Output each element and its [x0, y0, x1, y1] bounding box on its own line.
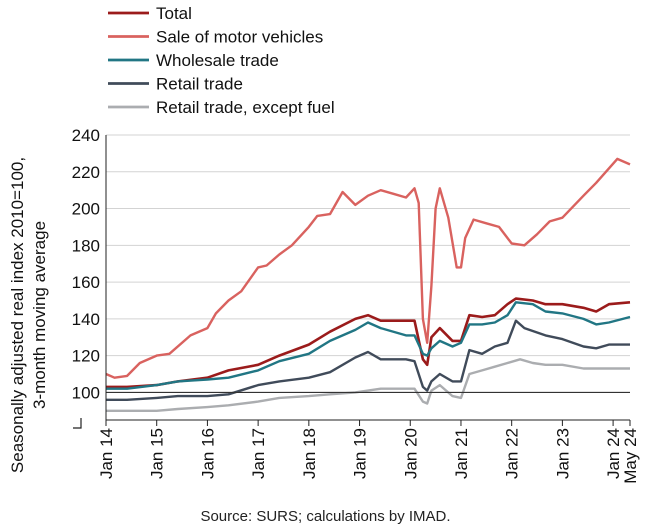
series-line	[106, 297, 631, 389]
legend-label: Retail trade	[156, 75, 243, 94]
legend-label: Wholesale trade	[156, 51, 279, 70]
x-tick-label: Jan 23	[553, 428, 572, 479]
y-tick-label: 160	[72, 273, 100, 292]
legend-label: Total	[156, 4, 192, 23]
x-tick-label: Jan 15	[148, 428, 167, 479]
y-tick-label: 100	[72, 383, 100, 402]
x-tick-label: Jan 18	[300, 428, 319, 479]
y-tick-label: 180	[72, 236, 100, 255]
x-tick-label: Jan 22	[503, 428, 522, 479]
x-tick-label: Jan 16	[198, 428, 217, 479]
x-tick-label: Jan 24	[604, 428, 623, 479]
y-tick-label: 220	[72, 163, 100, 182]
y-axis-label-line: Seasonally adjusted real index 2010=100,	[8, 157, 27, 473]
series-line	[106, 301, 631, 390]
source-note: Source: SURS; calculations by IMAD.	[200, 508, 451, 525]
y-axis-label: Seasonally adjusted real index 2010=100,…	[8, 157, 49, 473]
series-line	[105, 157, 631, 379]
y-tick-label: 140	[72, 310, 100, 329]
legend-label: Retail trade, except fuel	[156, 98, 335, 117]
y-tick-label: 240	[72, 126, 100, 145]
x-tick-label: May 24	[621, 428, 640, 484]
series-line	[106, 319, 630, 401]
y-tick-label: 120	[72, 347, 100, 366]
x-axis: Jan 14 Jan 15 Jan 16 Jan 17 Jan 18 Jan 19 Jan …	[97, 419, 640, 484]
y-axis-label-line: 3-month moving average	[30, 221, 49, 409]
x-tick-label: Jan 17	[249, 428, 268, 479]
legend: Total Sale of motor vehicles Wholesale tra…	[108, 4, 335, 117]
y-axis: 100 120 140 160 180 200 220 240	[72, 126, 107, 429]
x-tick-label: Jan 14	[97, 428, 116, 479]
x-tick-label: Jan 19	[351, 428, 370, 479]
axis-break-mark	[73, 418, 82, 429]
y-tick-label: 200	[72, 200, 100, 219]
series-line	[106, 358, 630, 412]
plot-area	[105, 134, 631, 412]
x-tick-label: Jan 20	[401, 428, 420, 479]
legend-label: Sale of motor vehicles	[156, 28, 323, 47]
x-tick-label: Jan 21	[452, 428, 471, 479]
